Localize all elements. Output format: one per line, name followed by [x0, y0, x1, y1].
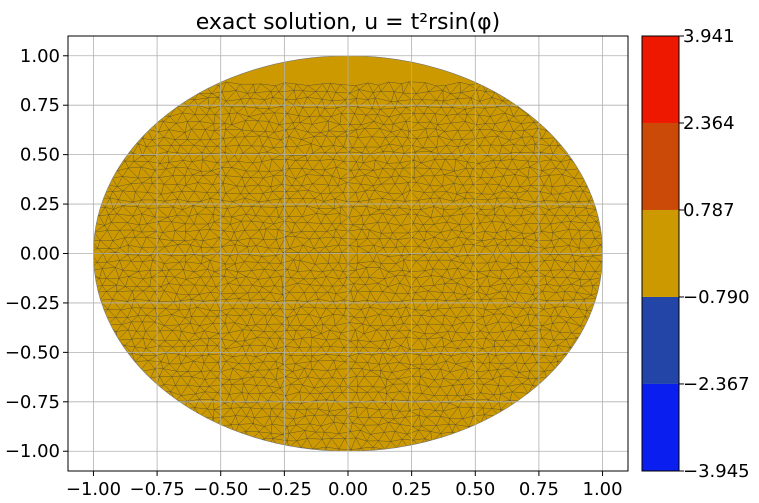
- plot-area: [67, 35, 629, 472]
- x-tick-label: 0.50: [455, 479, 495, 500]
- x-tick-label: −0.25: [257, 479, 312, 500]
- colorbar-band: [642, 36, 679, 123]
- x-tick-label: 0.00: [328, 479, 368, 500]
- colorbar-tick-label: 3.941: [683, 26, 735, 47]
- x-tick-label: 0.25: [392, 479, 432, 500]
- y-tick-label: −0.50: [5, 342, 60, 363]
- colorbar-frame: [641, 35, 680, 472]
- y-tick-label: −0.75: [5, 392, 60, 413]
- grid-lines: [68, 36, 628, 471]
- y-tick-label: 0.75: [20, 95, 60, 116]
- x-axis: −1.00 −0.75 −0.50 −0.25 0.00 0.25 0.50 0.75 1.00: [66, 471, 623, 500]
- colorbar-band: [642, 296, 679, 384]
- y-axis: −1.00 −0.75 −0.50 −0.25 0.00 0.25 0.50 0.75 1.00: [5, 46, 68, 462]
- y-tick-label: −1.00: [5, 441, 60, 462]
- chart-title: exact solution, u = t²rsin(φ): [196, 10, 501, 35]
- colorbar-band: [642, 209, 679, 297]
- mesh-lines: [93, 81, 603, 452]
- y-tick-label: 0.25: [20, 194, 60, 215]
- y-tick-label: 0.50: [20, 145, 60, 166]
- colorbar: 3.941 2.364 0.787 −0.790 −2.367 −3.945: [641, 26, 750, 482]
- x-tick-label: −1.00: [66, 479, 121, 500]
- colorbar-band: [642, 122, 679, 210]
- x-tick-label: −0.75: [130, 479, 185, 500]
- y-tick-label: 1.00: [20, 46, 60, 67]
- colorbar-band: [642, 383, 679, 471]
- colorbar-tick-label: −2.367: [683, 374, 750, 395]
- x-tick-label: 1.00: [583, 479, 623, 500]
- x-tick-label: 0.75: [519, 479, 559, 500]
- x-tick-label: −0.50: [193, 479, 248, 500]
- colorbar-tick-label: 2.364: [683, 113, 735, 134]
- y-tick-label: 0.00: [20, 244, 60, 265]
- colorbar-tick-label: −3.945: [683, 461, 750, 482]
- colorbar-tick-label: −0.790: [683, 287, 750, 308]
- y-tick-label: −0.25: [5, 293, 60, 314]
- colorbar-tick-label: 0.787: [683, 200, 735, 221]
